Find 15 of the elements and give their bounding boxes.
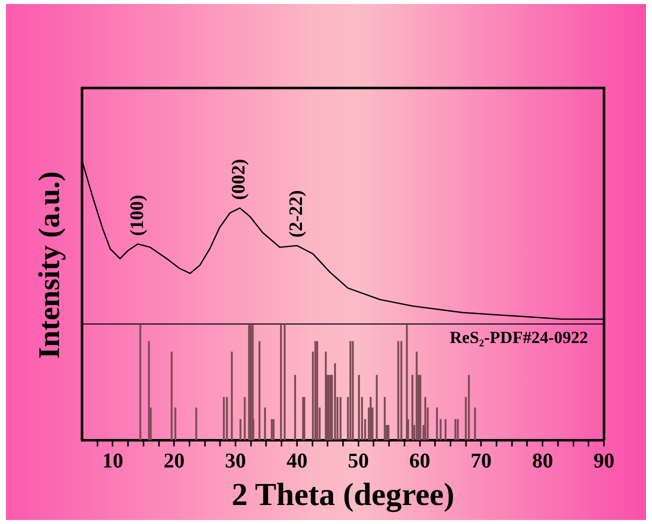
x-tick-label: 40 bbox=[286, 448, 308, 472]
series-label: ReS₂-PDF#24-0922 bbox=[450, 328, 588, 347]
annotation: (002) bbox=[228, 158, 250, 200]
y-axis-title: Intensity (a.u.) bbox=[33, 171, 67, 359]
x-tick-label: 90 bbox=[594, 448, 614, 472]
x-tick-label: 30 bbox=[225, 448, 246, 472]
x-tick-label: 20 bbox=[164, 448, 185, 472]
x-tick-label: 60 bbox=[409, 448, 430, 472]
x-axis-title: 2 Theta (degree) bbox=[232, 476, 454, 514]
x-tick-label: 10 bbox=[102, 448, 124, 472]
annotation: (2-22) bbox=[286, 190, 307, 238]
x-tick-label: 70 bbox=[470, 448, 492, 472]
x-tick-label: 80 bbox=[532, 448, 554, 472]
x-tick-label: 50 bbox=[348, 448, 369, 472]
annotation: (100) bbox=[126, 194, 148, 236]
